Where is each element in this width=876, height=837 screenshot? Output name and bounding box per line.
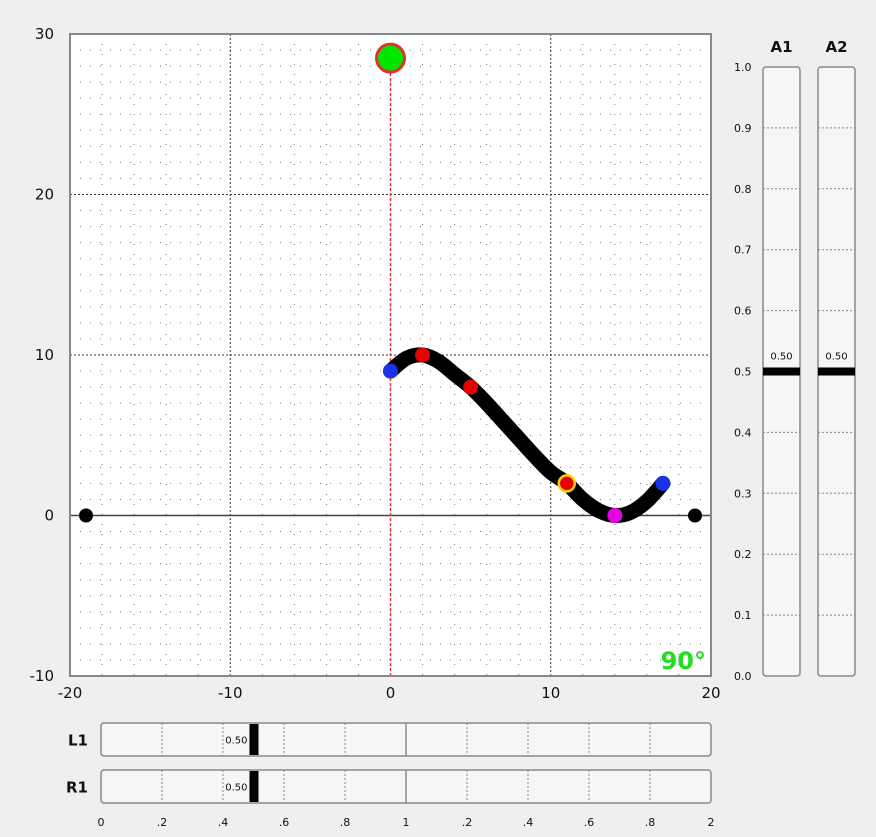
ground-point[interactable]: [687, 508, 702, 523]
slider-tick-label: 0.9: [734, 122, 752, 135]
y-axis-ticks: 30 20 10 0 -10: [30, 25, 55, 685]
y-tick-label: 0: [44, 507, 54, 525]
slider-tick-label: .6: [584, 816, 595, 829]
slider-tick-label: 2: [708, 816, 715, 829]
slider-tick-label: 1.0: [734, 61, 752, 74]
plot-marks[interactable]: [79, 42, 702, 524]
horizontal-sliders[interactable]: L1 0.50 R1 0.50 0 .2 .4 .6 .8 1 .2 .4 .6 .8 2: [66, 722, 715, 829]
slider-tick-label: 0.1: [734, 609, 752, 622]
horizontal-slider-r1[interactable]: R1 0.50: [66, 769, 712, 804]
vertical-sliders[interactable]: 1.00.90.80.70.60.50.40.30.20.10.0A10.50A…: [734, 38, 856, 683]
target-ball[interactable]: [375, 42, 406, 74]
y-tick-label: 10: [35, 346, 54, 364]
slider-tick-label: 0: [98, 816, 105, 829]
slider-tick-label: 0.7: [734, 244, 752, 257]
curve-endpoint-handle[interactable]: [383, 363, 398, 379]
slider-tick-label: .6: [279, 816, 290, 829]
slider-tick-label: .2: [462, 816, 473, 829]
angle-readout: 90°: [661, 647, 706, 675]
slider-label: A2: [825, 38, 847, 56]
slider-tick-label: 0.2: [734, 548, 752, 561]
x-tick-label: 0: [386, 684, 396, 702]
plot-grid: [70, 34, 711, 676]
curve-minimum-point[interactable]: [607, 508, 623, 523]
y-tick-label: -10: [30, 667, 55, 685]
slider-label: A1: [770, 38, 792, 56]
slider-tick-label: 0.8: [734, 183, 752, 196]
vertical-slider-a1[interactable]: A1 0.50: [762, 38, 801, 677]
slider-handle[interactable]: [818, 367, 855, 376]
plot-frame: [69, 33, 712, 677]
y-tick-label: 20: [35, 186, 54, 204]
curve-endpoint-handle[interactable]: [655, 475, 671, 491]
slider-value-text: 0.50: [225, 783, 247, 794]
x-tick-label: -10: [218, 684, 243, 702]
x-tick-label: 20: [701, 684, 720, 702]
x-tick-label: -20: [58, 684, 83, 702]
slider-tick-label: 0.5: [734, 366, 752, 379]
horizontal-slider-l1[interactable]: L1 0.50: [68, 722, 712, 757]
x-tick-label: 10: [541, 684, 560, 702]
slider-value-text: 0.50: [225, 736, 247, 747]
slider-handle[interactable]: [249, 724, 259, 755]
slider-tick-label: 1: [403, 816, 410, 829]
y-tick-label: 30: [35, 25, 54, 43]
slider-tick-label: 0.6: [734, 305, 752, 318]
slider-tick-label: .4: [523, 816, 534, 829]
control-point-handle[interactable]: [463, 379, 479, 395]
slider-tick-label: 0.4: [734, 426, 752, 439]
slider-handle[interactable]: [763, 367, 800, 376]
slider-tick-label: .8: [340, 816, 351, 829]
slider-tick-label: 0.0: [734, 670, 752, 683]
ground-point[interactable]: [79, 508, 94, 523]
slider-tick-label: .2: [157, 816, 168, 829]
control-point-handle[interactable]: [415, 347, 431, 363]
vertical-slider-a2[interactable]: A2 0.50: [817, 38, 856, 677]
plot-border: [69, 33, 712, 677]
slider-tick-label: 0.3: [734, 487, 752, 500]
slider-handle[interactable]: [249, 771, 259, 802]
slider-tick-label: .8: [645, 816, 656, 829]
slider-label: R1: [66, 779, 88, 797]
selected-control-point[interactable]: [557, 474, 577, 493]
slider-label: L1: [68, 732, 88, 750]
x-axis-ticks: -20 -10 0 10 20: [58, 684, 721, 702]
slider-value-text: 0.50: [770, 352, 792, 363]
slider-value-text: 0.50: [825, 352, 847, 363]
slider-tick-label: .4: [218, 816, 229, 829]
